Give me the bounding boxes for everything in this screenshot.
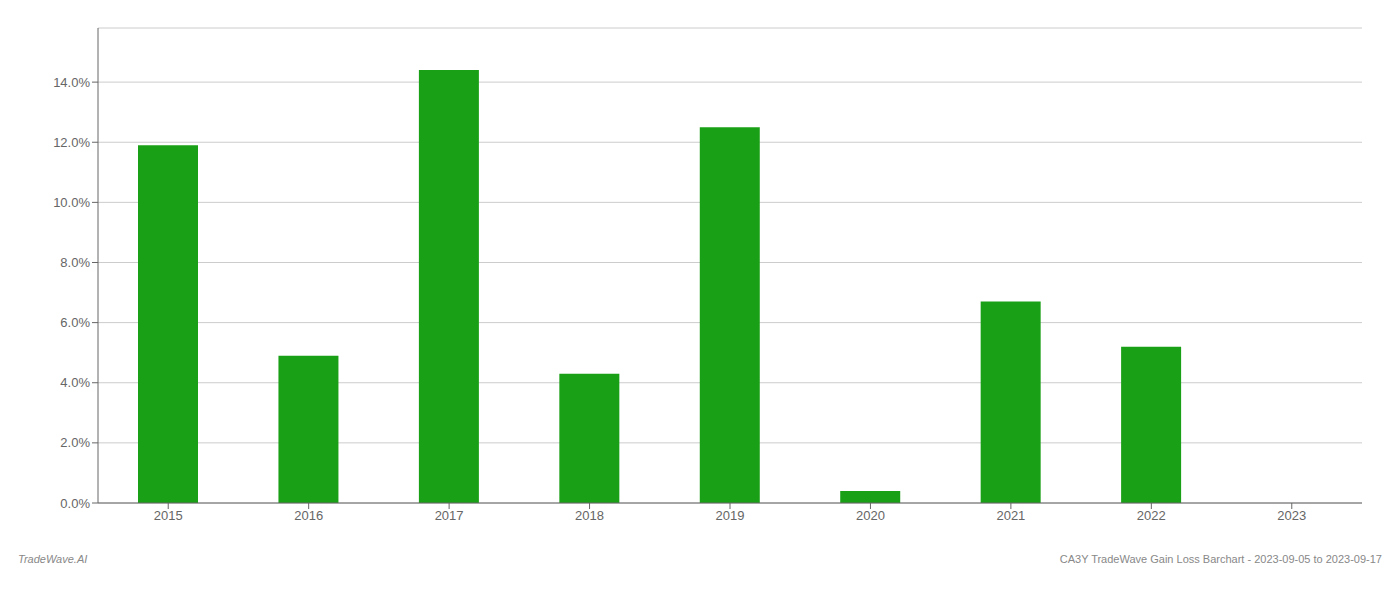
svg-text:2023: 2023 (1277, 508, 1306, 523)
svg-text:14.0%: 14.0% (53, 75, 90, 90)
html-text:CA3Y TradeWave Gain Loss Barch: CA3Y TradeWave Gain Loss Barchart - 2023… (1059, 553, 1382, 565)
svg-text:4.0%: 4.0% (60, 375, 90, 390)
svg-text:12.0%: 12.0% (53, 135, 90, 150)
svg-text:2020: 2020 (856, 508, 885, 523)
svg-text:2015: 2015 (154, 508, 183, 523)
svg-text:2017: 2017 (435, 508, 464, 523)
svg-text:0.0%: 0.0% (60, 496, 90, 511)
svg-text:10.0%: 10.0% (53, 195, 90, 210)
svg-text:2016: 2016 (294, 508, 323, 523)
svg-text:6.0%: 6.0% (60, 315, 90, 330)
svg-text:2022: 2022 (1137, 508, 1166, 523)
svg-text:2019: 2019 (716, 508, 745, 523)
svg-text:8.0%: 8.0% (60, 255, 90, 270)
svg-text:2.0%: 2.0% (60, 435, 90, 450)
svg-text:2021: 2021 (996, 508, 1025, 523)
html-text:TradeWave.AI: TradeWave.AI (18, 553, 88, 565)
svg-text:2018: 2018 (575, 508, 604, 523)
